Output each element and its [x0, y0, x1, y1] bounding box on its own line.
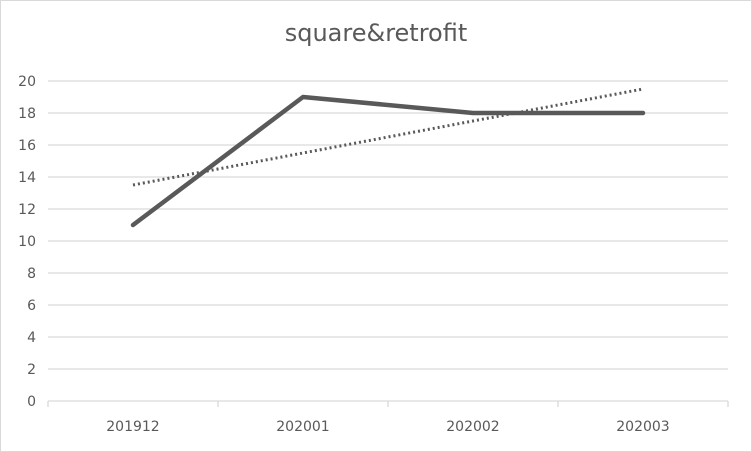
y-tick-label: 14 [18, 170, 36, 186]
x-tick-label: 202001 [276, 419, 329, 435]
trendline-layer [132, 87, 644, 187]
chart-title: square&retrofit [284, 19, 468, 47]
gridlines [48, 80, 728, 370]
y-tick-label: 0 [27, 394, 36, 410]
y-tick-label: 16 [18, 138, 36, 154]
y-tick-label: 18 [18, 106, 36, 122]
series-line-0 [130, 94, 646, 228]
y-tick-label: 6 [27, 298, 36, 314]
y-tick-label: 20 [18, 74, 36, 90]
series-layer [130, 94, 646, 228]
y-tick-label: 12 [18, 202, 36, 218]
x-tick-label: 202003 [616, 419, 669, 435]
y-tick-label: 2 [27, 362, 36, 378]
x-tick-label: 201912 [106, 419, 159, 435]
trendline [132, 87, 644, 187]
x-axis [47, 400, 729, 407]
y-tick-label: 4 [27, 330, 36, 346]
y-tick-label: 10 [18, 234, 36, 250]
x-tick-labels: 201912 202001 202002 202003 [106, 419, 669, 435]
y-tick-label: 8 [27, 266, 36, 282]
x-tick-label: 202002 [446, 419, 499, 435]
y-tick-labels: 0 2 4 6 8 10 12 14 16 18 20 [18, 74, 36, 410]
